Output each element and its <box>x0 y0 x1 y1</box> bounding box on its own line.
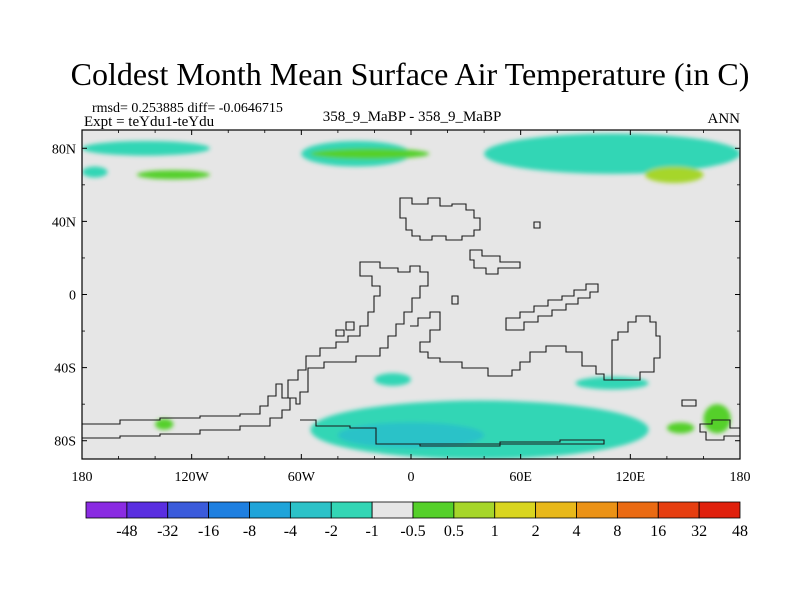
central-landmass-outline <box>287 261 429 405</box>
north-landmass-outline <box>399 197 481 241</box>
colorbar-label-5: -2 <box>325 523 338 540</box>
colorbar-swatch-14 <box>657 501 700 519</box>
colorbar-label-15: 48 <box>732 523 748 540</box>
anomaly-region-6 <box>644 166 704 184</box>
colorbar-label-13: 16 <box>650 523 666 540</box>
east-island-outline <box>469 249 521 275</box>
y-tick-label-4: 80S <box>54 435 76 450</box>
colorbar: -48 -32 -16 -8 -4 -2 -1 -0.5 0.5 1 2 4 8 16 32 48 <box>85 501 748 540</box>
x-tick-label-3: 0 <box>408 470 415 485</box>
anomaly-region-4 <box>310 148 430 160</box>
season-label: ANN <box>708 111 741 127</box>
southern-strip-outline <box>300 419 605 447</box>
stats-label: rmsd= 0.253885 diff= -0.0646715 <box>92 101 283 116</box>
continent-outlines <box>82 197 740 447</box>
anomaly-region-13 <box>666 422 695 434</box>
map-axes: 180 120W 60W 0 60E 120E 180 80N 40N 0 40S 80S <box>52 130 751 485</box>
small-island-west2-outline <box>345 321 355 331</box>
anomaly-region-5 <box>136 170 210 180</box>
experiment-label: Expt = teYdu1-teYdu <box>84 114 215 130</box>
colorbar-swatch-8 <box>412 501 455 519</box>
colorbar-label-3: -8 <box>243 523 256 540</box>
small-island-west-outline <box>335 329 345 337</box>
chart-title: Coldest Month Mean Surface Air Temperatu… <box>71 56 750 92</box>
anomaly-region-11 <box>155 418 174 430</box>
anomaly-region-10 <box>337 422 485 449</box>
colorbar-swatch-5 <box>289 501 332 519</box>
anomaly-layer <box>82 133 740 459</box>
colorbar-swatch-4 <box>249 501 291 519</box>
anomaly-region-0 <box>82 166 108 178</box>
colorbar-label-1: -32 <box>157 523 178 540</box>
colorbar-label-10: 2 <box>532 523 540 540</box>
colorbar-label-11: 4 <box>573 523 581 540</box>
x-tick-label-2: 60W <box>288 470 316 485</box>
east-fragment-outline <box>681 399 697 407</box>
colorbar-label-2: -16 <box>198 523 219 540</box>
anomaly-region-7 <box>374 373 411 386</box>
anomaly-region-12 <box>703 404 731 434</box>
colorbar-swatch-0 <box>85 501 128 519</box>
x-tick-label-5: 120E <box>616 470 646 485</box>
colorbar-swatch-1 <box>126 501 169 519</box>
y-tick-label-2: 0 <box>69 289 76 304</box>
anomaly-region-1 <box>82 140 210 156</box>
y-tick-label-1: 40N <box>52 215 76 230</box>
anomaly-region-3 <box>484 133 740 174</box>
y-tick-label-0: 80N <box>52 142 76 157</box>
x-tick-label-6: 180 <box>730 470 751 485</box>
colorbar-label-8: 0.5 <box>444 523 464 540</box>
south-central-outline <box>410 311 661 381</box>
colorbar-label-0: -48 <box>116 523 137 540</box>
period-label: 358_9_MaBP - 358_9_MaBP <box>323 109 502 125</box>
small-island-outline <box>533 221 541 229</box>
colorbar-swatch-15 <box>698 501 741 519</box>
x-tick-label-0: 180 <box>72 470 93 485</box>
x-tick-label-1: 120W <box>175 470 210 485</box>
colorbar-swatch-7 <box>371 501 414 519</box>
colorbar-swatch-2 <box>167 501 210 519</box>
y-tick-label-3: 40S <box>54 362 76 377</box>
mid-ribbon-outline <box>505 283 599 331</box>
colorbar-swatch-12 <box>576 501 618 519</box>
colorbar-swatch-10 <box>494 501 537 519</box>
small-island-mid-outline <box>451 295 459 305</box>
colorbar-swatch-3 <box>208 501 250 519</box>
colorbar-label-7: -0.5 <box>400 523 425 540</box>
western-strip-outline <box>82 383 291 439</box>
colorbar-swatch-6 <box>330 501 373 519</box>
x-tick-label-4: 60E <box>509 470 532 485</box>
colorbar-label-14: 32 <box>691 523 707 540</box>
colorbar-swatch-13 <box>616 501 659 519</box>
colorbar-label-9: 1 <box>491 523 499 540</box>
southeast-fragment-outline <box>699 419 740 441</box>
map-panel: 180 120W 60W 0 60E 120E 180 80N 40N 0 40S 80S <box>52 129 751 485</box>
colorbar-label-12: 8 <box>613 523 621 540</box>
colorbar-swatch-11 <box>535 501 577 519</box>
colorbar-label-4: -4 <box>284 523 297 540</box>
colorbar-swatch-9 <box>453 501 496 519</box>
colorbar-label-6: -1 <box>365 523 378 540</box>
